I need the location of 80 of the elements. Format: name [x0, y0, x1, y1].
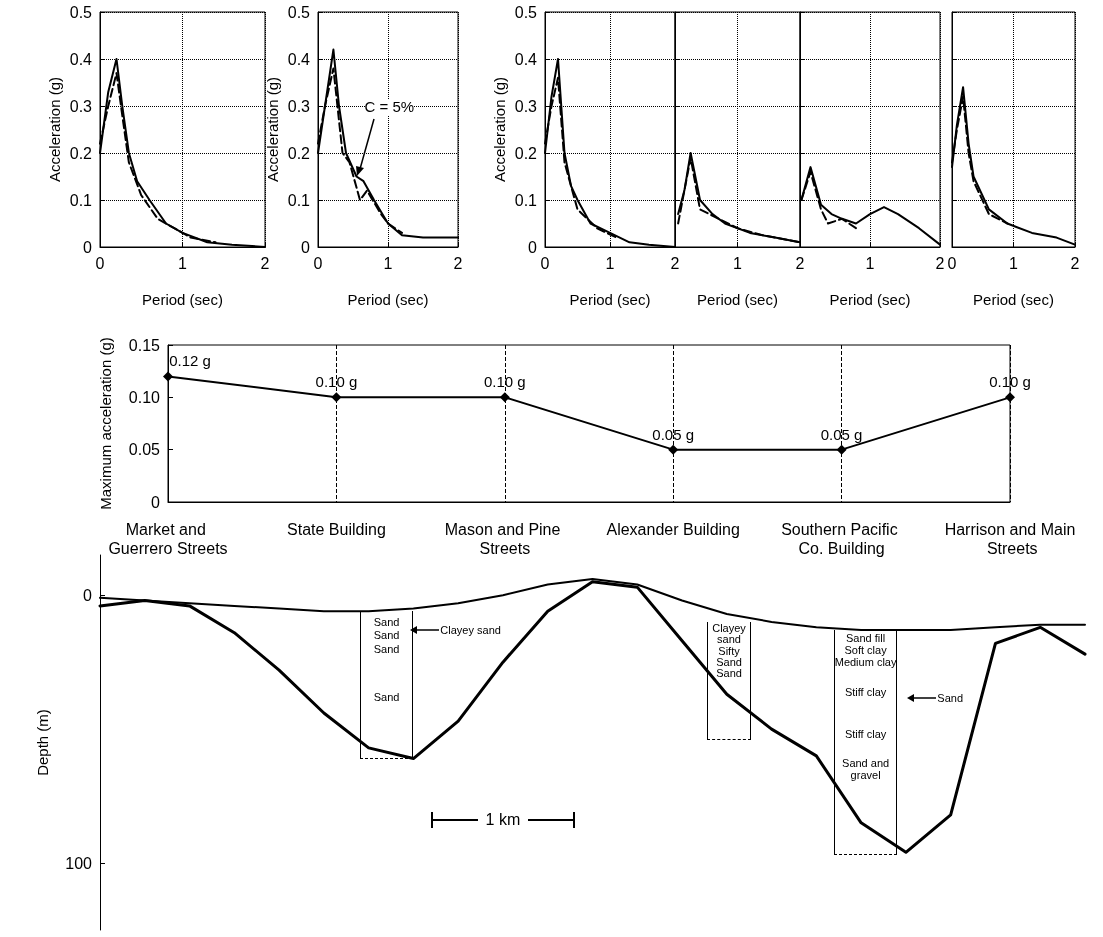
y-tick-label: 0.5 [514, 3, 538, 21]
data-label: 0.10 g [989, 373, 1031, 391]
y-tick-label: 0.1 [514, 191, 538, 209]
x-axis-title: Period (sec) [829, 291, 911, 308]
x-tick-label: 2 [670, 254, 680, 272]
x-tick-label: 2 [1070, 254, 1080, 272]
y-axis-title: Maximum acceleration (g) [97, 337, 114, 510]
x-tick-label: 0 [540, 254, 550, 272]
x-tick-label: 2 [260, 254, 270, 272]
annotation: Sand [372, 615, 401, 628]
y-tick-label: 0 [83, 238, 93, 256]
x-tick-label: State Building [287, 521, 386, 538]
y-tick-label: 0.3 [514, 97, 538, 115]
x-axis-title: Period (sec) [973, 291, 1054, 308]
annotation: Medium clay [834, 655, 897, 668]
annotation: Sand [372, 690, 401, 703]
y-tick-label: 0 [151, 493, 161, 511]
y-tick-label: 0.4 [514, 50, 538, 68]
data-label: 0.10 g [315, 373, 358, 391]
y-tick-label: 0.15 [128, 336, 161, 354]
y-tick-label: 0.3 [69, 97, 93, 115]
data-label: 0.05 g [652, 425, 695, 443]
x-tick-label: Harrison and Main Streets [944, 521, 1076, 557]
x-tick-label: 2 [935, 254, 945, 272]
x-tick-label: Alexander Building [606, 521, 740, 538]
y-tick-label: 0.2 [69, 144, 93, 162]
annotation: 1 km [477, 811, 528, 830]
y-tick-label: 0 [83, 586, 93, 604]
y-axis-title: Acceleration (g) [491, 76, 508, 183]
annotation: Sand [715, 667, 743, 680]
x-tick-label: 0 [313, 254, 323, 272]
data-label: 0.12 g [169, 352, 211, 370]
x-tick-label: 1 [178, 254, 188, 272]
x-tick-label: 1 [865, 254, 875, 272]
y-tick-label: 0.3 [287, 97, 311, 115]
y-axis-title: Acceleration (g) [46, 76, 63, 183]
y-tick-label: 0.5 [287, 3, 311, 21]
x-tick-label: 1 [605, 254, 615, 272]
annotation: Sand fill [845, 632, 887, 645]
annotation: Sand [372, 642, 401, 655]
annotation: Sand and gravel [841, 757, 891, 782]
x-tick-label: 1 [1009, 254, 1019, 272]
x-tick-label: 2 [453, 254, 463, 272]
data-label: 0.10 g [483, 373, 526, 391]
x-axis-title: Period (sec) [569, 291, 651, 308]
x-tick-label: Market and Guerrero Streets [108, 521, 228, 557]
y-tick-label: 0.4 [69, 50, 93, 68]
y-tick-label: 100 [65, 854, 93, 872]
x-axis-title: Period (sec) [347, 291, 429, 308]
y-tick-label: 0.1 [287, 191, 311, 209]
annotation: Clayey sand [711, 622, 747, 646]
y-tick-label: 0 [528, 238, 538, 256]
annotation: C = 5% [364, 97, 415, 115]
y-axis-title: Depth (m) [34, 709, 51, 776]
y-tick-label: 0.1 [69, 191, 93, 209]
x-tick-label: 2 [795, 254, 805, 272]
y-tick-label: 0.4 [287, 50, 311, 68]
y-axis-title: Acceleration (g) [264, 76, 281, 183]
x-tick-label: Mason and Pine Streets [444, 521, 565, 557]
y-tick-label: 0.2 [287, 144, 311, 162]
data-label: 0.05 g [820, 425, 863, 443]
annotation: Soft clay [843, 644, 888, 657]
annotation: Stiff clay [843, 728, 888, 741]
x-tick-label: 1 [733, 254, 743, 272]
x-tick-label: 0 [95, 254, 105, 272]
x-axis-title: Period (sec) [697, 291, 778, 308]
x-tick-label: 1 [383, 254, 393, 272]
annotation: Sand [937, 692, 964, 705]
y-tick-label: 0.5 [69, 3, 93, 21]
annotation: Clayey sand [440, 624, 501, 636]
annotation: Sifty Sand [715, 644, 743, 668]
x-axis-title: Period (sec) [142, 291, 223, 308]
y-tick-label: 0.2 [514, 144, 538, 162]
annotation: Stiff clay [843, 685, 888, 698]
y-tick-label: 0.05 [128, 441, 161, 459]
x-tick-label: 0 [947, 254, 957, 272]
annotation: Sand [372, 629, 401, 642]
y-tick-label: 0 [301, 238, 311, 256]
x-tick-label: Southern Pacific Co. Building [781, 521, 903, 557]
y-tick-label: 0.10 [128, 388, 161, 406]
